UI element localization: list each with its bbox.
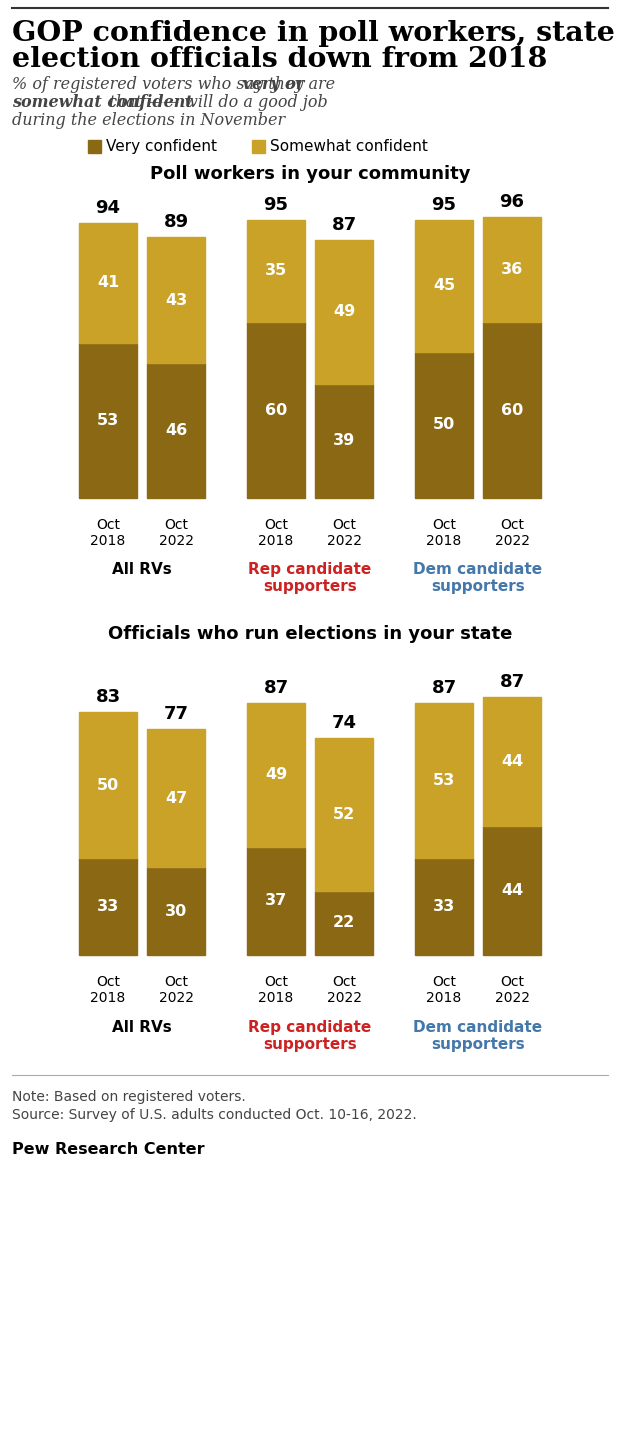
Text: Oct
2022: Oct 2022 <box>495 974 529 1005</box>
Text: 87: 87 <box>264 679 288 697</box>
Text: 95: 95 <box>432 196 456 213</box>
Text: 35: 35 <box>265 264 287 278</box>
Text: Poll workers in your community: Poll workers in your community <box>150 165 470 183</box>
Text: 87: 87 <box>332 216 356 233</box>
Bar <box>147 729 205 867</box>
Text: Officials who run elections in your state: Officials who run elections in your stat… <box>108 625 512 642</box>
Text: 33: 33 <box>433 899 455 914</box>
Bar <box>79 858 137 956</box>
Text: election officials down from 2018: election officials down from 2018 <box>12 46 547 72</box>
Text: 50: 50 <box>433 418 455 432</box>
Text: 33: 33 <box>97 899 119 914</box>
Text: 83: 83 <box>95 687 120 706</box>
Text: 87: 87 <box>432 679 456 697</box>
Bar <box>415 219 473 351</box>
Bar <box>483 826 541 956</box>
Text: 39: 39 <box>333 434 355 448</box>
Text: % of registered voters who say they are: % of registered voters who say they are <box>12 75 340 93</box>
Text: 45: 45 <box>433 278 455 293</box>
Text: very or: very or <box>12 75 304 93</box>
Text: Oct
2018: Oct 2018 <box>427 518 462 548</box>
Text: Oct
2022: Oct 2022 <box>327 518 361 548</box>
Text: Rep candidate
supporters: Rep candidate supporters <box>249 1019 371 1053</box>
Bar <box>252 141 265 154</box>
Bar <box>483 697 541 826</box>
Bar <box>79 342 137 497</box>
Bar <box>147 362 205 497</box>
Text: 96: 96 <box>500 193 525 210</box>
Text: 95: 95 <box>264 196 288 213</box>
Text: Oct
2022: Oct 2022 <box>159 974 193 1005</box>
Text: 94: 94 <box>95 199 120 216</box>
Bar <box>315 241 373 384</box>
Text: 52: 52 <box>333 806 355 822</box>
Bar <box>415 703 473 858</box>
Text: 41: 41 <box>97 276 119 290</box>
Text: All RVs: All RVs <box>112 1019 172 1035</box>
Bar <box>79 223 137 342</box>
Text: Oct
2022: Oct 2022 <box>159 518 193 548</box>
Text: 44: 44 <box>501 883 523 898</box>
Text: Very confident: Very confident <box>106 139 217 154</box>
Text: 30: 30 <box>165 903 187 918</box>
Bar <box>415 351 473 497</box>
Text: 47: 47 <box>165 790 187 806</box>
Text: Oct
2018: Oct 2018 <box>91 518 126 548</box>
Text: 60: 60 <box>501 403 523 418</box>
Text: Oct
2018: Oct 2018 <box>91 974 126 1005</box>
Bar <box>247 219 305 322</box>
Text: Oct
2018: Oct 2018 <box>259 974 294 1005</box>
Text: Pew Research Center: Pew Research Center <box>12 1143 205 1157</box>
Text: Dem candidate
supporters: Dem candidate supporters <box>414 1019 542 1053</box>
Bar <box>147 238 205 362</box>
Text: Oct
2018: Oct 2018 <box>259 518 294 548</box>
Text: somewhat confident: somewhat confident <box>12 94 193 112</box>
Text: Oct
2022: Oct 2022 <box>327 974 361 1005</box>
Bar <box>79 712 137 858</box>
Text: Note: Based on registered voters.: Note: Based on registered voters. <box>12 1090 246 1103</box>
Text: 60: 60 <box>265 403 287 418</box>
Bar <box>147 867 205 956</box>
Bar <box>247 847 305 956</box>
Text: Oct
2022: Oct 2022 <box>495 518 529 548</box>
Text: Source: Survey of U.S. adults conducted Oct. 10-16, 2022.: Source: Survey of U.S. adults conducted … <box>12 1108 417 1122</box>
Text: 22: 22 <box>333 915 355 931</box>
Text: Somewhat confident: Somewhat confident <box>270 139 428 154</box>
Text: GOP confidence in poll workers, state: GOP confidence in poll workers, state <box>12 20 615 46</box>
Text: 46: 46 <box>165 423 187 438</box>
Bar <box>483 216 541 322</box>
Text: 44: 44 <box>501 754 523 768</box>
Text: 77: 77 <box>164 705 188 724</box>
Text: 49: 49 <box>333 304 355 319</box>
Text: All RVs: All RVs <box>112 563 172 577</box>
Bar <box>315 384 373 497</box>
Text: 74: 74 <box>332 715 356 732</box>
Text: 89: 89 <box>164 213 188 231</box>
Text: 50: 50 <box>97 777 119 793</box>
Bar <box>88 141 101 154</box>
Bar <box>483 322 541 497</box>
Bar <box>247 322 305 497</box>
Text: 53: 53 <box>97 413 119 428</box>
Text: 49: 49 <box>265 767 287 783</box>
Bar <box>315 738 373 890</box>
Bar <box>415 858 473 956</box>
Bar <box>247 703 305 847</box>
Text: 87: 87 <box>500 673 525 692</box>
Bar <box>315 890 373 956</box>
Text: during the elections in November: during the elections in November <box>12 112 285 129</box>
Text: 53: 53 <box>433 773 455 789</box>
Text: Rep candidate
supporters: Rep candidate supporters <box>249 563 371 594</box>
Text: Dem candidate
supporters: Dem candidate supporters <box>414 563 542 594</box>
Text: Oct
2018: Oct 2018 <box>427 974 462 1005</box>
Text: 37: 37 <box>265 893 287 908</box>
Text: 36: 36 <box>501 262 523 277</box>
Text: 43: 43 <box>165 293 187 307</box>
Text: that —— will do a good job: that —— will do a good job <box>12 94 328 112</box>
